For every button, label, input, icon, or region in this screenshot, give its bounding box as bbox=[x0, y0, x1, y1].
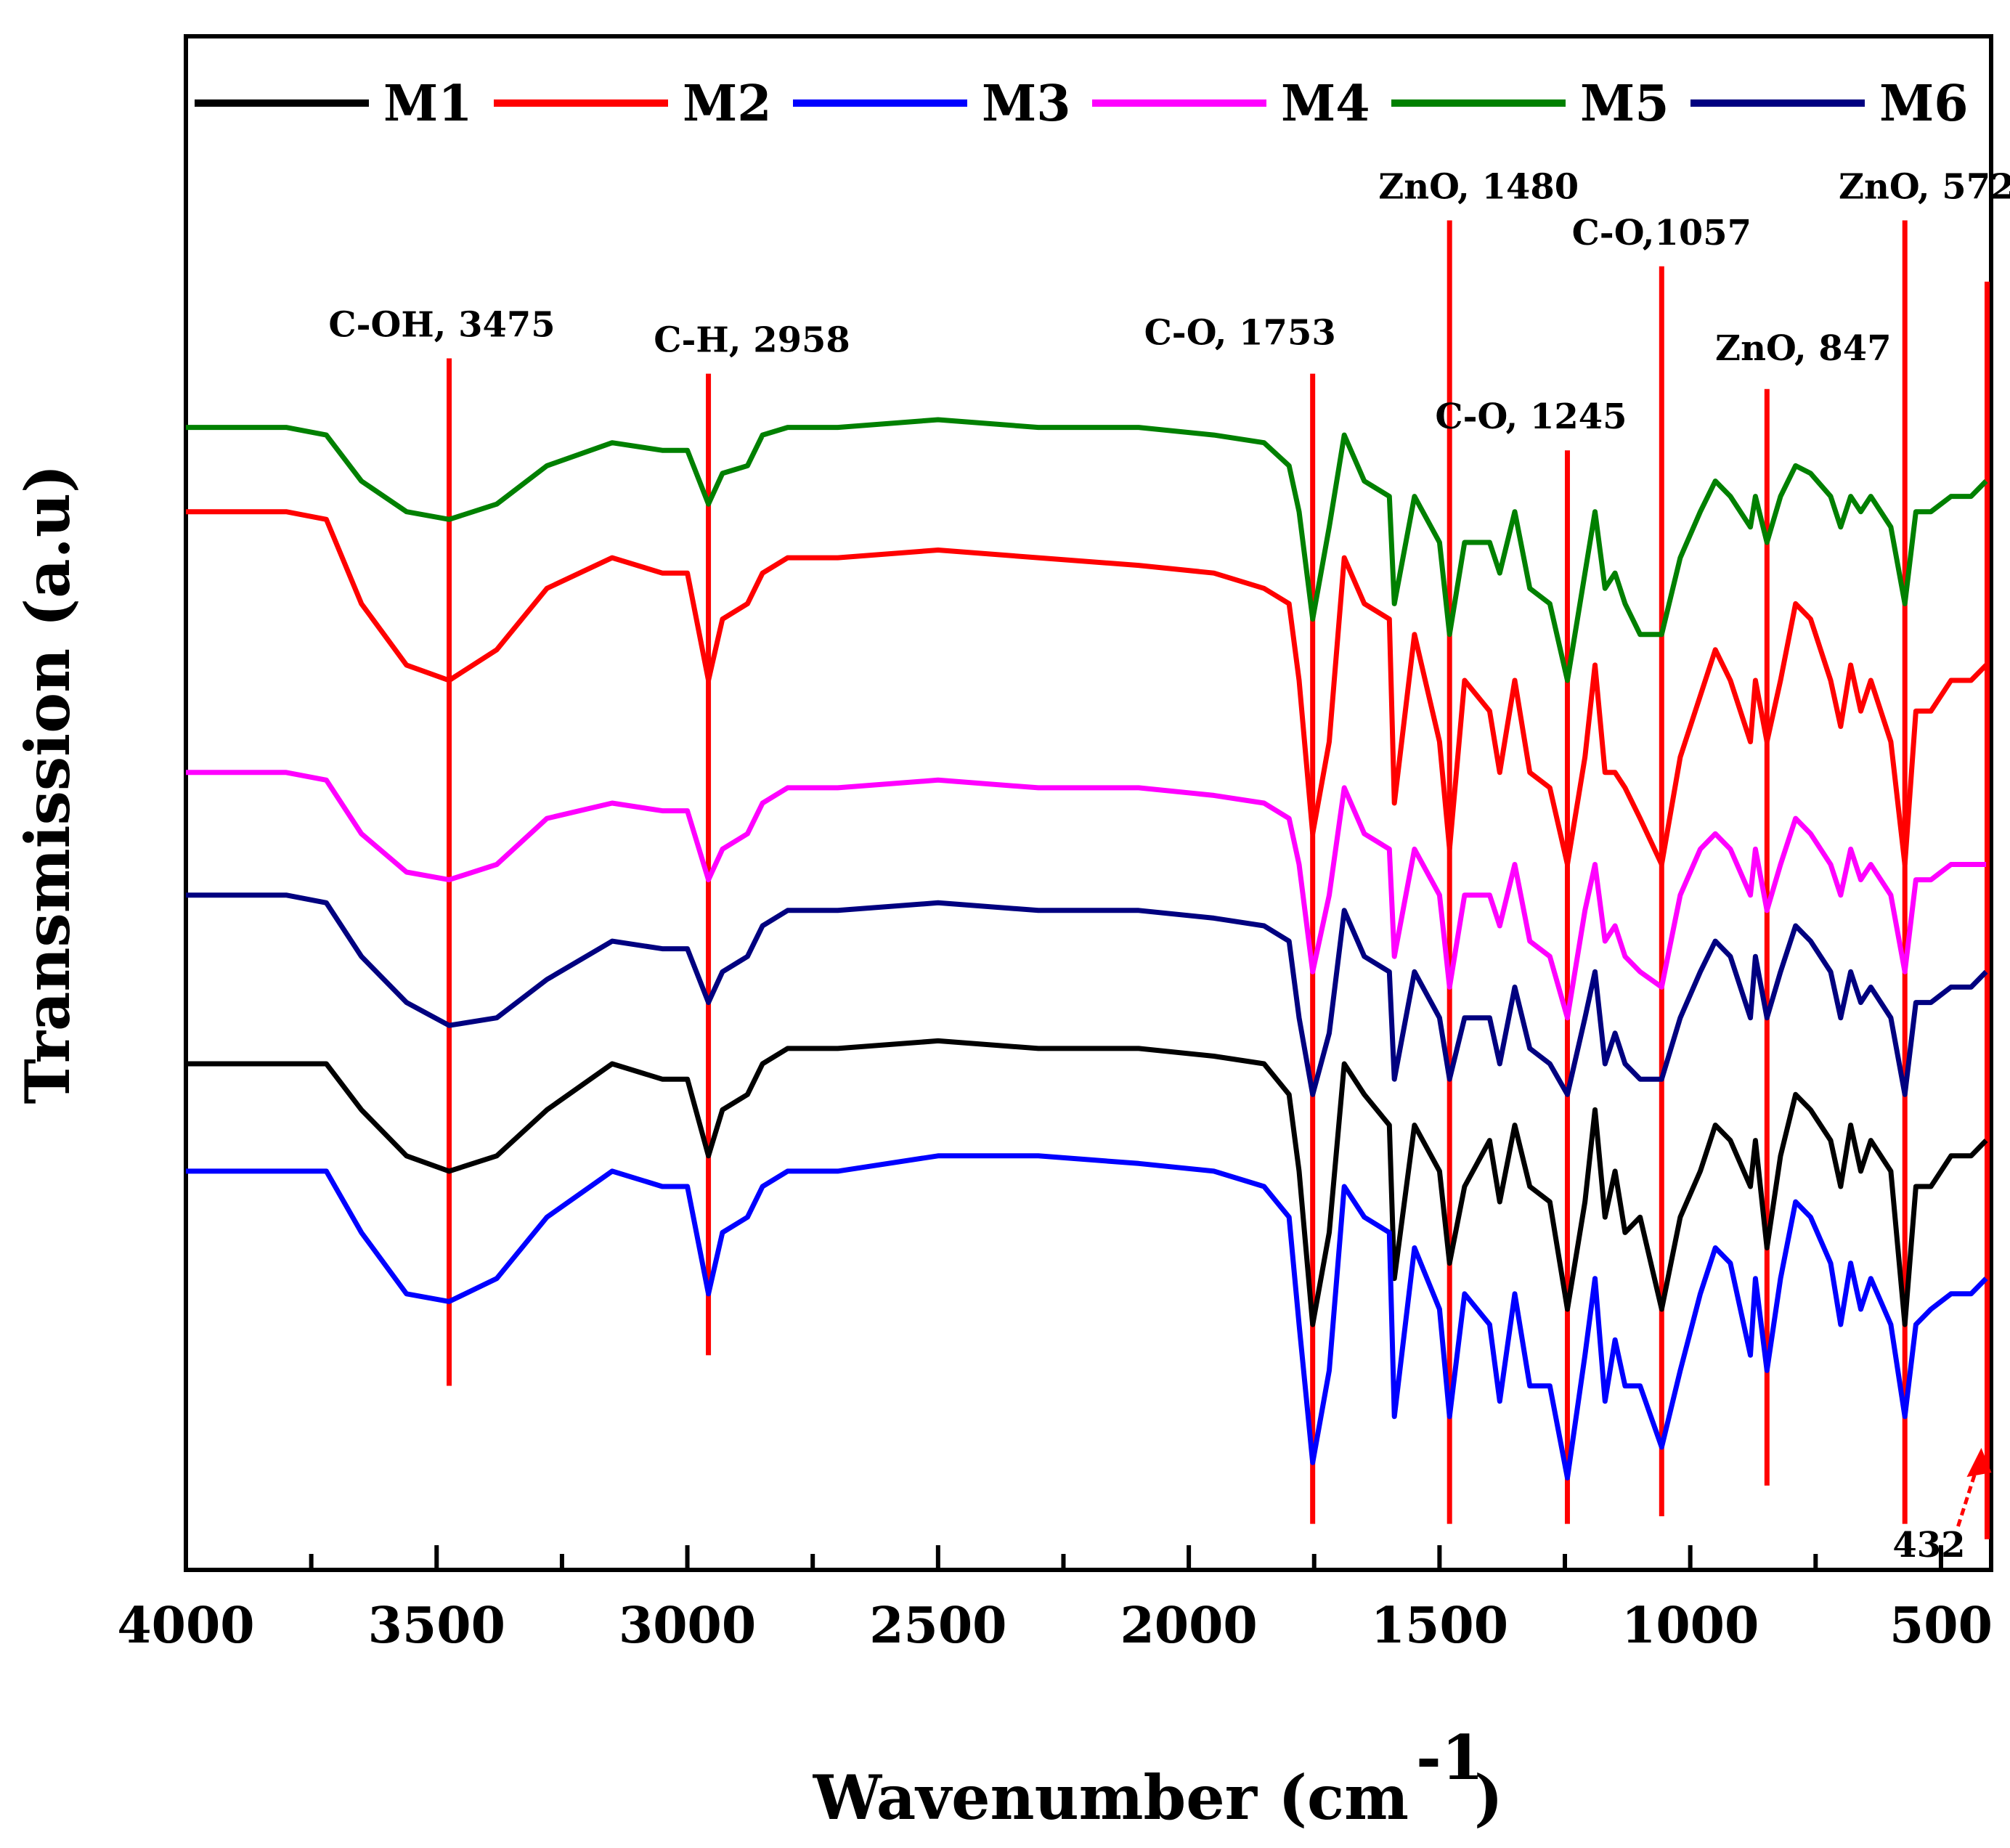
annotation-label-432: 432 bbox=[1892, 1525, 1965, 1566]
x-tick-label: 1000 bbox=[1622, 1597, 1759, 1655]
plot-frame bbox=[184, 34, 1993, 1572]
reference-label: C-O, 1245 bbox=[1435, 396, 1627, 437]
legend-label-m4: M4 bbox=[1281, 75, 1370, 133]
reference-label: ZnO, 572 bbox=[1839, 166, 2010, 207]
reference-label: ZnO, 847 bbox=[1715, 328, 1892, 369]
x-axis-ticks: 4000 3500 3000 2500 2000 1500 1000 500 bbox=[117, 1545, 1993, 1655]
legend: M1 M2 M3 M4 M5 M6 bbox=[195, 75, 1969, 133]
reference-lines bbox=[447, 220, 1990, 1539]
reference-labels: C-OH, 3475 C-H, 2958 C-O, 1753 ZnO, 1480 C-O… bbox=[328, 166, 2010, 437]
x-tick-label: 2000 bbox=[1120, 1597, 1257, 1655]
x-tick-label: 1500 bbox=[1371, 1597, 1508, 1655]
x-tick-label: 4000 bbox=[117, 1597, 254, 1655]
x-axis-title-suffix: ) bbox=[1474, 1762, 1503, 1833]
x-axis-title: Wavenumber (cm bbox=[813, 1762, 1409, 1833]
legend-label-m1: M1 bbox=[383, 75, 473, 133]
annotation-432: 432 bbox=[1892, 1448, 1992, 1566]
series-line-m1 bbox=[186, 1038, 1988, 1327]
legend-label-m2: M2 bbox=[683, 75, 772, 133]
reference-label: C-OH, 3475 bbox=[328, 305, 555, 346]
series-line-m2 bbox=[186, 509, 1988, 867]
legend-label-m3: M3 bbox=[982, 75, 1071, 133]
series-line-m5 bbox=[186, 417, 1988, 683]
series-line-m4 bbox=[186, 770, 1987, 1021]
annotation-arrowhead bbox=[1966, 1448, 1992, 1477]
series-line-m3 bbox=[186, 1153, 1988, 1481]
reference-label: C-O, 1753 bbox=[1144, 313, 1336, 354]
legend-label-m5: M5 bbox=[1580, 75, 1669, 133]
x-axis-title-superscript: -1 bbox=[1416, 1722, 1484, 1794]
x-tick-label: 3500 bbox=[368, 1597, 505, 1655]
legend-label-m6: M6 bbox=[1879, 75, 1969, 133]
y-axis-title: Transmission (a.u) bbox=[12, 464, 84, 1104]
reference-label: ZnO, 1480 bbox=[1378, 166, 1579, 207]
reference-label: C-O,1057 bbox=[1572, 213, 1751, 253]
reference-label: C-H, 2958 bbox=[654, 320, 850, 361]
series-line-m6 bbox=[186, 892, 1988, 1097]
x-tick-label: 500 bbox=[1889, 1597, 1993, 1655]
series-lines bbox=[186, 417, 1988, 1481]
x-tick-label: 2500 bbox=[869, 1597, 1006, 1655]
x-tick-label: 3000 bbox=[619, 1597, 756, 1655]
